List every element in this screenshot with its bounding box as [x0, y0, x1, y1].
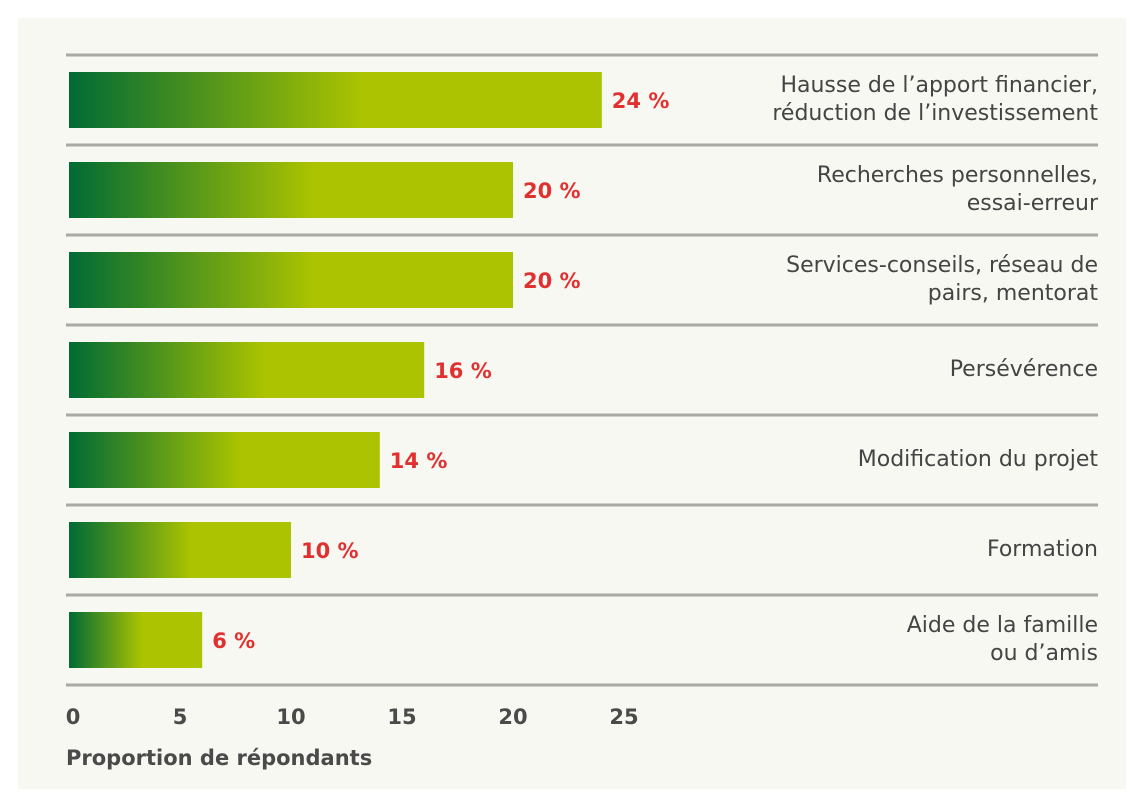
- value-label: 16 %: [434, 359, 492, 383]
- x-tick-label: 15: [387, 705, 416, 729]
- category-label: Modification du projet: [857, 447, 1098, 472]
- value-label: 14 %: [390, 449, 448, 473]
- value-label: 20 %: [523, 269, 581, 293]
- category-label: Services-conseils, réseau de pairs, ment…: [786, 253, 1098, 306]
- bar: [69, 162, 513, 218]
- x-tick-label: 0: [66, 705, 81, 729]
- bar: [69, 522, 291, 578]
- category-label: Aide de la famille ou d’amis: [906, 613, 1098, 666]
- x-tick-label: 5: [173, 705, 188, 729]
- category-label: Formation: [986, 537, 1098, 562]
- x-tick-label: 10: [276, 705, 305, 729]
- x-tick-label: 20: [498, 705, 527, 729]
- category-label: Hausse de l’apport financier, réduction …: [772, 73, 1098, 126]
- value-label: 6 %: [212, 629, 255, 653]
- category-label: Recherches personnelles, essai-erreur: [816, 163, 1098, 216]
- bar: [69, 342, 425, 398]
- x-axis-title: Proportion de répondants: [66, 746, 373, 770]
- bar: [69, 432, 380, 488]
- value-label: 10 %: [301, 539, 359, 563]
- bar: [69, 252, 513, 308]
- bar: [69, 72, 602, 128]
- x-tick-label: 25: [609, 705, 638, 729]
- value-label: 24 %: [612, 89, 670, 113]
- bar: [69, 612, 203, 668]
- value-label: 20 %: [523, 179, 581, 203]
- category-label: Persévérence: [949, 357, 1098, 382]
